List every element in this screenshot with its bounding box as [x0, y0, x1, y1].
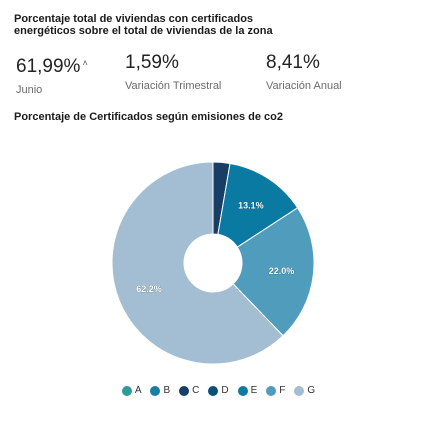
caret-up-icon: ˄	[82, 58, 88, 68]
legend-dot-icon	[121, 385, 132, 396]
kpi-label: Variación Anual	[266, 80, 342, 92]
legend-dot-icon	[294, 385, 305, 396]
legend-item-d[interactable]: D	[208, 385, 229, 396]
legend-dot-icon	[150, 385, 161, 396]
legend-dot-icon	[266, 385, 277, 396]
legend-dot-icon	[237, 385, 248, 396]
legend-item-c[interactable]: C	[179, 385, 199, 396]
legend-label: D	[221, 385, 229, 396]
slice-label-g: 62.2%	[136, 284, 162, 294]
legend-label: F	[279, 385, 286, 396]
kpi-value: 61,99% ˄	[16, 52, 88, 78]
legend-label: E	[250, 385, 258, 396]
legend-dot-icon	[208, 385, 219, 396]
legend-label: G	[307, 385, 316, 396]
kpi-annual: 8,41% Variación Anual	[266, 52, 342, 92]
kpi-value: 1,59%	[125, 52, 179, 73]
legend-label: C	[192, 385, 200, 396]
chart-legend: A B C D E F G	[0, 385, 437, 396]
legend-dot-icon	[179, 385, 190, 396]
slice-f[interactable]	[232, 207, 315, 337]
chart-title: Porcentaje de Certificados según emision…	[14, 111, 283, 123]
slice-label-e: 13.1%	[238, 200, 264, 210]
kpi-value: 8,41%	[266, 52, 320, 73]
kpi-current: 61,99% ˄ Junio	[16, 52, 88, 96]
slice-g[interactable]	[111, 161, 284, 365]
legend-item-b[interactable]: B	[150, 385, 170, 396]
slice-label-f: 22.0%	[269, 266, 295, 276]
kpi-label: Variación Trimestral	[125, 80, 222, 92]
legend-item-f[interactable]: F	[266, 385, 285, 396]
legend-item-e[interactable]: E	[237, 385, 258, 396]
legend-item-a[interactable]: A	[121, 385, 142, 396]
kpi-quarterly: 1,59% Variación Trimestral	[125, 52, 221, 92]
kpi-label: Junio	[16, 84, 43, 96]
legend-item-g[interactable]: G	[294, 385, 315, 396]
legend-label: B	[163, 385, 171, 396]
kpi-section-title: Porcentaje total de viviendas con certif…	[14, 13, 273, 37]
legend-label: A	[134, 385, 142, 396]
